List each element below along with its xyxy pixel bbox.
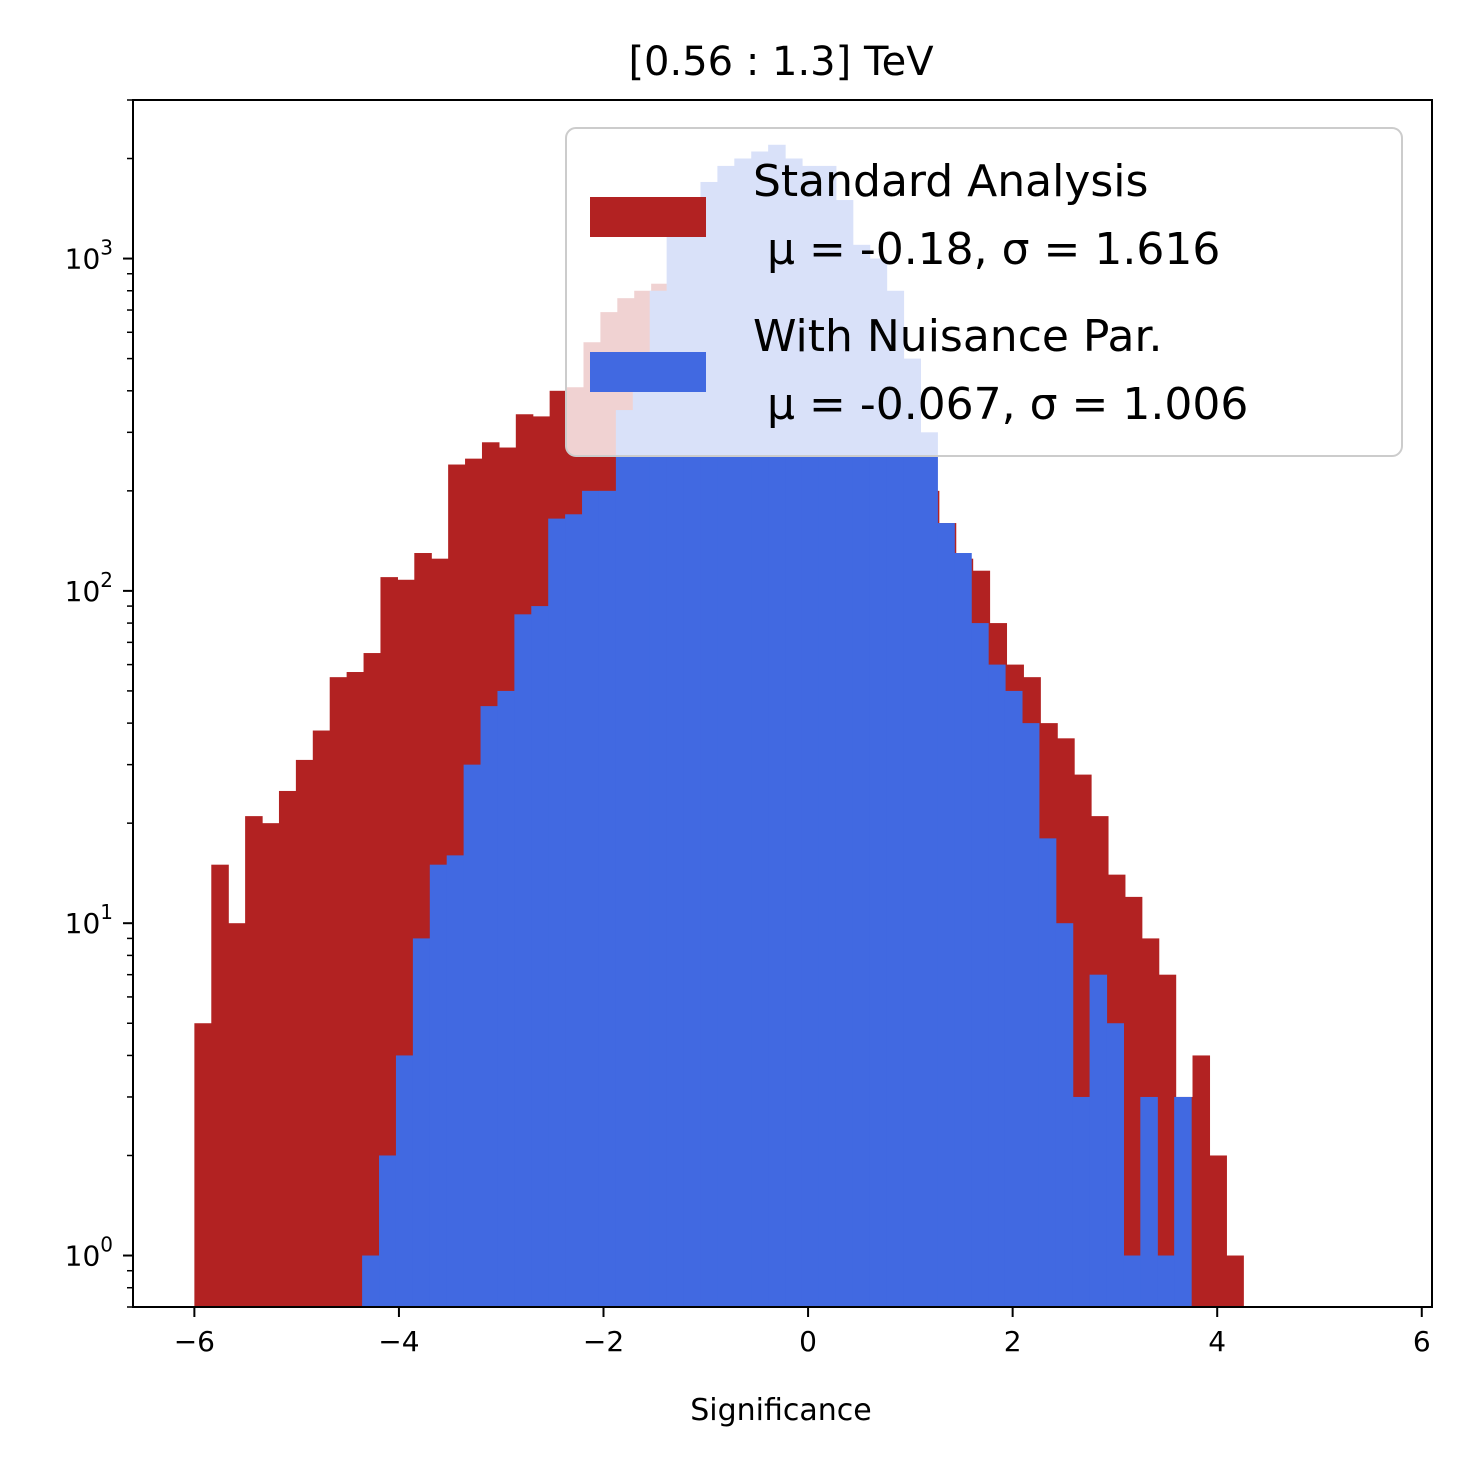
bar [329,677,348,1307]
bar [1174,1096,1192,1307]
bar [194,1023,212,1307]
bar [683,210,702,1307]
x-tick-label: −6 [174,1325,215,1358]
legend-entry-stats: μ = -0.067, σ = 1.006 [753,379,1248,430]
bar [380,577,398,1307]
bar [1209,1155,1227,1307]
bar [1038,838,1057,1307]
bar [1192,1055,1211,1307]
bars-layer [194,144,1244,1308]
bar [835,200,854,1307]
bar [262,823,280,1307]
bar [1072,1096,1091,1307]
legend-swatch [590,197,706,237]
bar [1157,1255,1175,1307]
bar [228,923,246,1307]
chart-title: [0.56 : 1.3] TeV [628,39,934,85]
bar [463,764,482,1307]
bar [649,290,668,1307]
bar [1226,1255,1244,1307]
bar [295,759,314,1307]
y-tick-label: 100 [65,1233,113,1273]
bar [346,672,365,1307]
bar [565,514,583,1307]
bar [312,730,331,1307]
y-tick-label: 102 [65,568,113,608]
bar [1004,690,1023,1307]
legend-entry-stats: μ = -0.18, σ = 1.616 [753,224,1220,275]
bar [211,864,229,1307]
y-tick-label: 103 [65,236,113,276]
bar [1055,923,1074,1307]
legend-entry-name: With Nuisance Par. [753,311,1163,362]
bar [852,244,871,1307]
bar [869,258,888,1307]
bar [598,490,617,1308]
bar [1140,1096,1158,1307]
bar [429,864,448,1307]
bar [700,181,718,1308]
bar [886,290,905,1307]
bar [666,232,685,1308]
x-tick-label: 0 [799,1325,817,1358]
bar [412,938,431,1307]
x-tick-label: 6 [1413,1325,1431,1358]
legend-entry-name: Standard Analysis [753,156,1148,207]
bar [903,358,921,1308]
bar [1106,1023,1125,1307]
plot-frame [132,99,1433,1308]
bar [937,523,955,1307]
bar [971,623,989,1307]
x-tick-label: 2 [1004,1325,1022,1358]
x-tick-label: −4 [378,1325,419,1358]
bar [363,653,382,1307]
bar [632,373,651,1307]
bar [362,1255,380,1307]
bar [245,816,263,1307]
bar [920,432,938,1307]
bar [480,706,499,1307]
bar [582,490,600,1308]
bar [379,1155,397,1307]
bar [395,1055,414,1307]
legend-box [565,127,1403,457]
y-tick-label: 101 [65,900,113,940]
y-axis: 100 101 102 103 [65,99,133,1308]
bar [1123,1255,1141,1307]
bar [1158,974,1177,1307]
bar [531,606,549,1307]
legend: Standard Analysis μ = -0.18, σ = 1.616 Wi… [565,127,1403,457]
bar [446,855,465,1307]
bar [954,553,972,1307]
bar [548,518,566,1307]
bar [278,790,297,1307]
x-tick-label: 4 [1208,1325,1226,1358]
x-axis-label: Significance [690,1393,872,1428]
bar [497,690,515,1307]
bar [514,614,532,1307]
bar [1021,723,1040,1307]
x-axis: −6 −4 −2 0 2 4 6 [174,1307,1431,1358]
bar [615,410,634,1307]
bar [988,664,1006,1307]
bar [1124,896,1143,1307]
legend-swatch [590,352,706,392]
x-tick-label: −2 [583,1325,624,1358]
bar [1089,974,1108,1307]
